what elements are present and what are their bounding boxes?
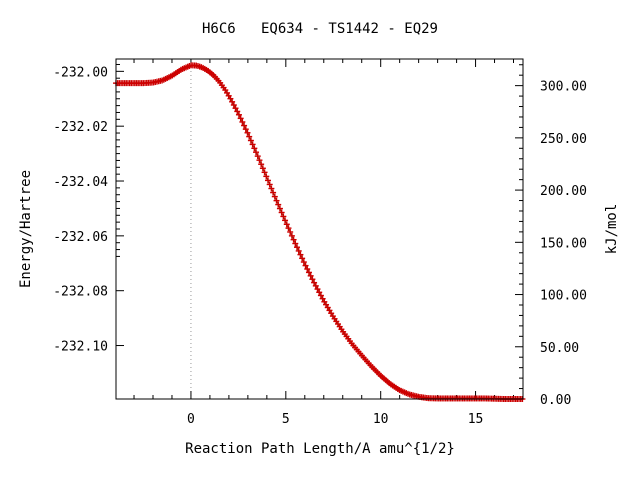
data-point bbox=[271, 193, 278, 200]
data-point bbox=[241, 122, 248, 129]
data-point bbox=[280, 213, 287, 220]
data-point bbox=[256, 157, 263, 164]
y2-tick-label: 50.00 bbox=[540, 341, 579, 356]
data-point bbox=[305, 269, 312, 276]
x-tick-label: 0 bbox=[187, 412, 195, 427]
data-point bbox=[317, 292, 324, 299]
y-tick-label: -232.04 bbox=[53, 175, 108, 190]
y2-axis-label: kJ/mol bbox=[604, 204, 620, 255]
series-markers bbox=[113, 62, 526, 402]
data-point bbox=[261, 169, 268, 176]
y-tick-label: -232.06 bbox=[53, 230, 108, 245]
data-point bbox=[319, 295, 326, 302]
y2-tick-label: 200.00 bbox=[540, 184, 587, 199]
data-point bbox=[297, 251, 304, 258]
data-point bbox=[307, 272, 314, 279]
y-tick-label: -232.08 bbox=[53, 285, 108, 300]
data-point bbox=[312, 282, 319, 289]
data-point bbox=[253, 149, 260, 156]
data-point bbox=[314, 286, 321, 293]
data-point bbox=[295, 247, 302, 254]
plot-area-frame bbox=[115, 58, 524, 400]
y-tick-label: -232.00 bbox=[53, 65, 108, 80]
data-point bbox=[239, 118, 246, 125]
data-point bbox=[276, 205, 283, 212]
data-point bbox=[230, 102, 237, 109]
data-point bbox=[234, 108, 241, 115]
data-point bbox=[278, 209, 285, 216]
data-point bbox=[266, 181, 273, 188]
data-point bbox=[309, 276, 316, 283]
data-point bbox=[232, 105, 239, 112]
y2-tick-label: 250.00 bbox=[540, 132, 587, 147]
data-point bbox=[283, 221, 290, 228]
y-tick-label: -232.10 bbox=[53, 340, 108, 355]
y2-tick-label: 100.00 bbox=[540, 289, 587, 304]
data-point bbox=[251, 145, 258, 152]
y-tick-label: -232.02 bbox=[53, 120, 108, 135]
data-point bbox=[264, 177, 271, 184]
data-point bbox=[287, 228, 294, 235]
data-point bbox=[270, 189, 277, 196]
data-point bbox=[275, 201, 282, 208]
x-tick-label: 10 bbox=[373, 412, 389, 427]
y-axis-ticks: -232.00 -232.02 -232.04 -232.06 -232.08 -232.… bbox=[53, 63, 124, 355]
data-point bbox=[249, 141, 256, 148]
data-point bbox=[311, 279, 318, 286]
data-point bbox=[254, 153, 261, 160]
data-point bbox=[235, 111, 242, 118]
x-tick-label: 15 bbox=[468, 412, 484, 427]
data-point bbox=[285, 225, 292, 232]
data-point bbox=[292, 240, 299, 247]
data-point bbox=[288, 232, 295, 239]
y2-tick-label: 0.00 bbox=[540, 393, 571, 408]
data-point bbox=[247, 137, 254, 144]
x-axis-label: Reaction Path Length/A amu^{1/2} bbox=[185, 441, 455, 457]
series-line bbox=[116, 64, 523, 400]
y2-tick-label: 150.00 bbox=[540, 236, 587, 251]
data-point bbox=[242, 126, 249, 133]
data-point bbox=[268, 185, 275, 192]
data-point bbox=[294, 244, 301, 251]
data-point bbox=[302, 262, 309, 269]
data-point bbox=[246, 133, 253, 140]
y2-tick-label: 300.00 bbox=[540, 80, 587, 95]
data-point bbox=[273, 197, 280, 204]
data-point bbox=[227, 95, 234, 102]
chart-title: H6C6 EQ634 - TS1442 - EQ29 bbox=[202, 21, 438, 37]
data-point bbox=[299, 255, 306, 262]
data-point bbox=[290, 236, 297, 243]
data-point bbox=[229, 98, 236, 105]
y-axis-label: Energy/Hartree bbox=[18, 170, 34, 288]
data-point bbox=[282, 217, 289, 224]
data-point bbox=[300, 259, 307, 266]
data-point bbox=[237, 115, 244, 122]
data-point bbox=[258, 161, 265, 168]
data-point bbox=[263, 173, 270, 180]
data-point bbox=[259, 165, 266, 172]
data-point bbox=[316, 289, 323, 296]
y2-axis-ticks: 0.00 50.00 100.00 150.00 200.00 250.00 300.00 bbox=[515, 64, 587, 408]
data-point bbox=[244, 129, 251, 136]
data-point bbox=[304, 266, 311, 273]
x-tick-label: 5 bbox=[282, 412, 290, 427]
